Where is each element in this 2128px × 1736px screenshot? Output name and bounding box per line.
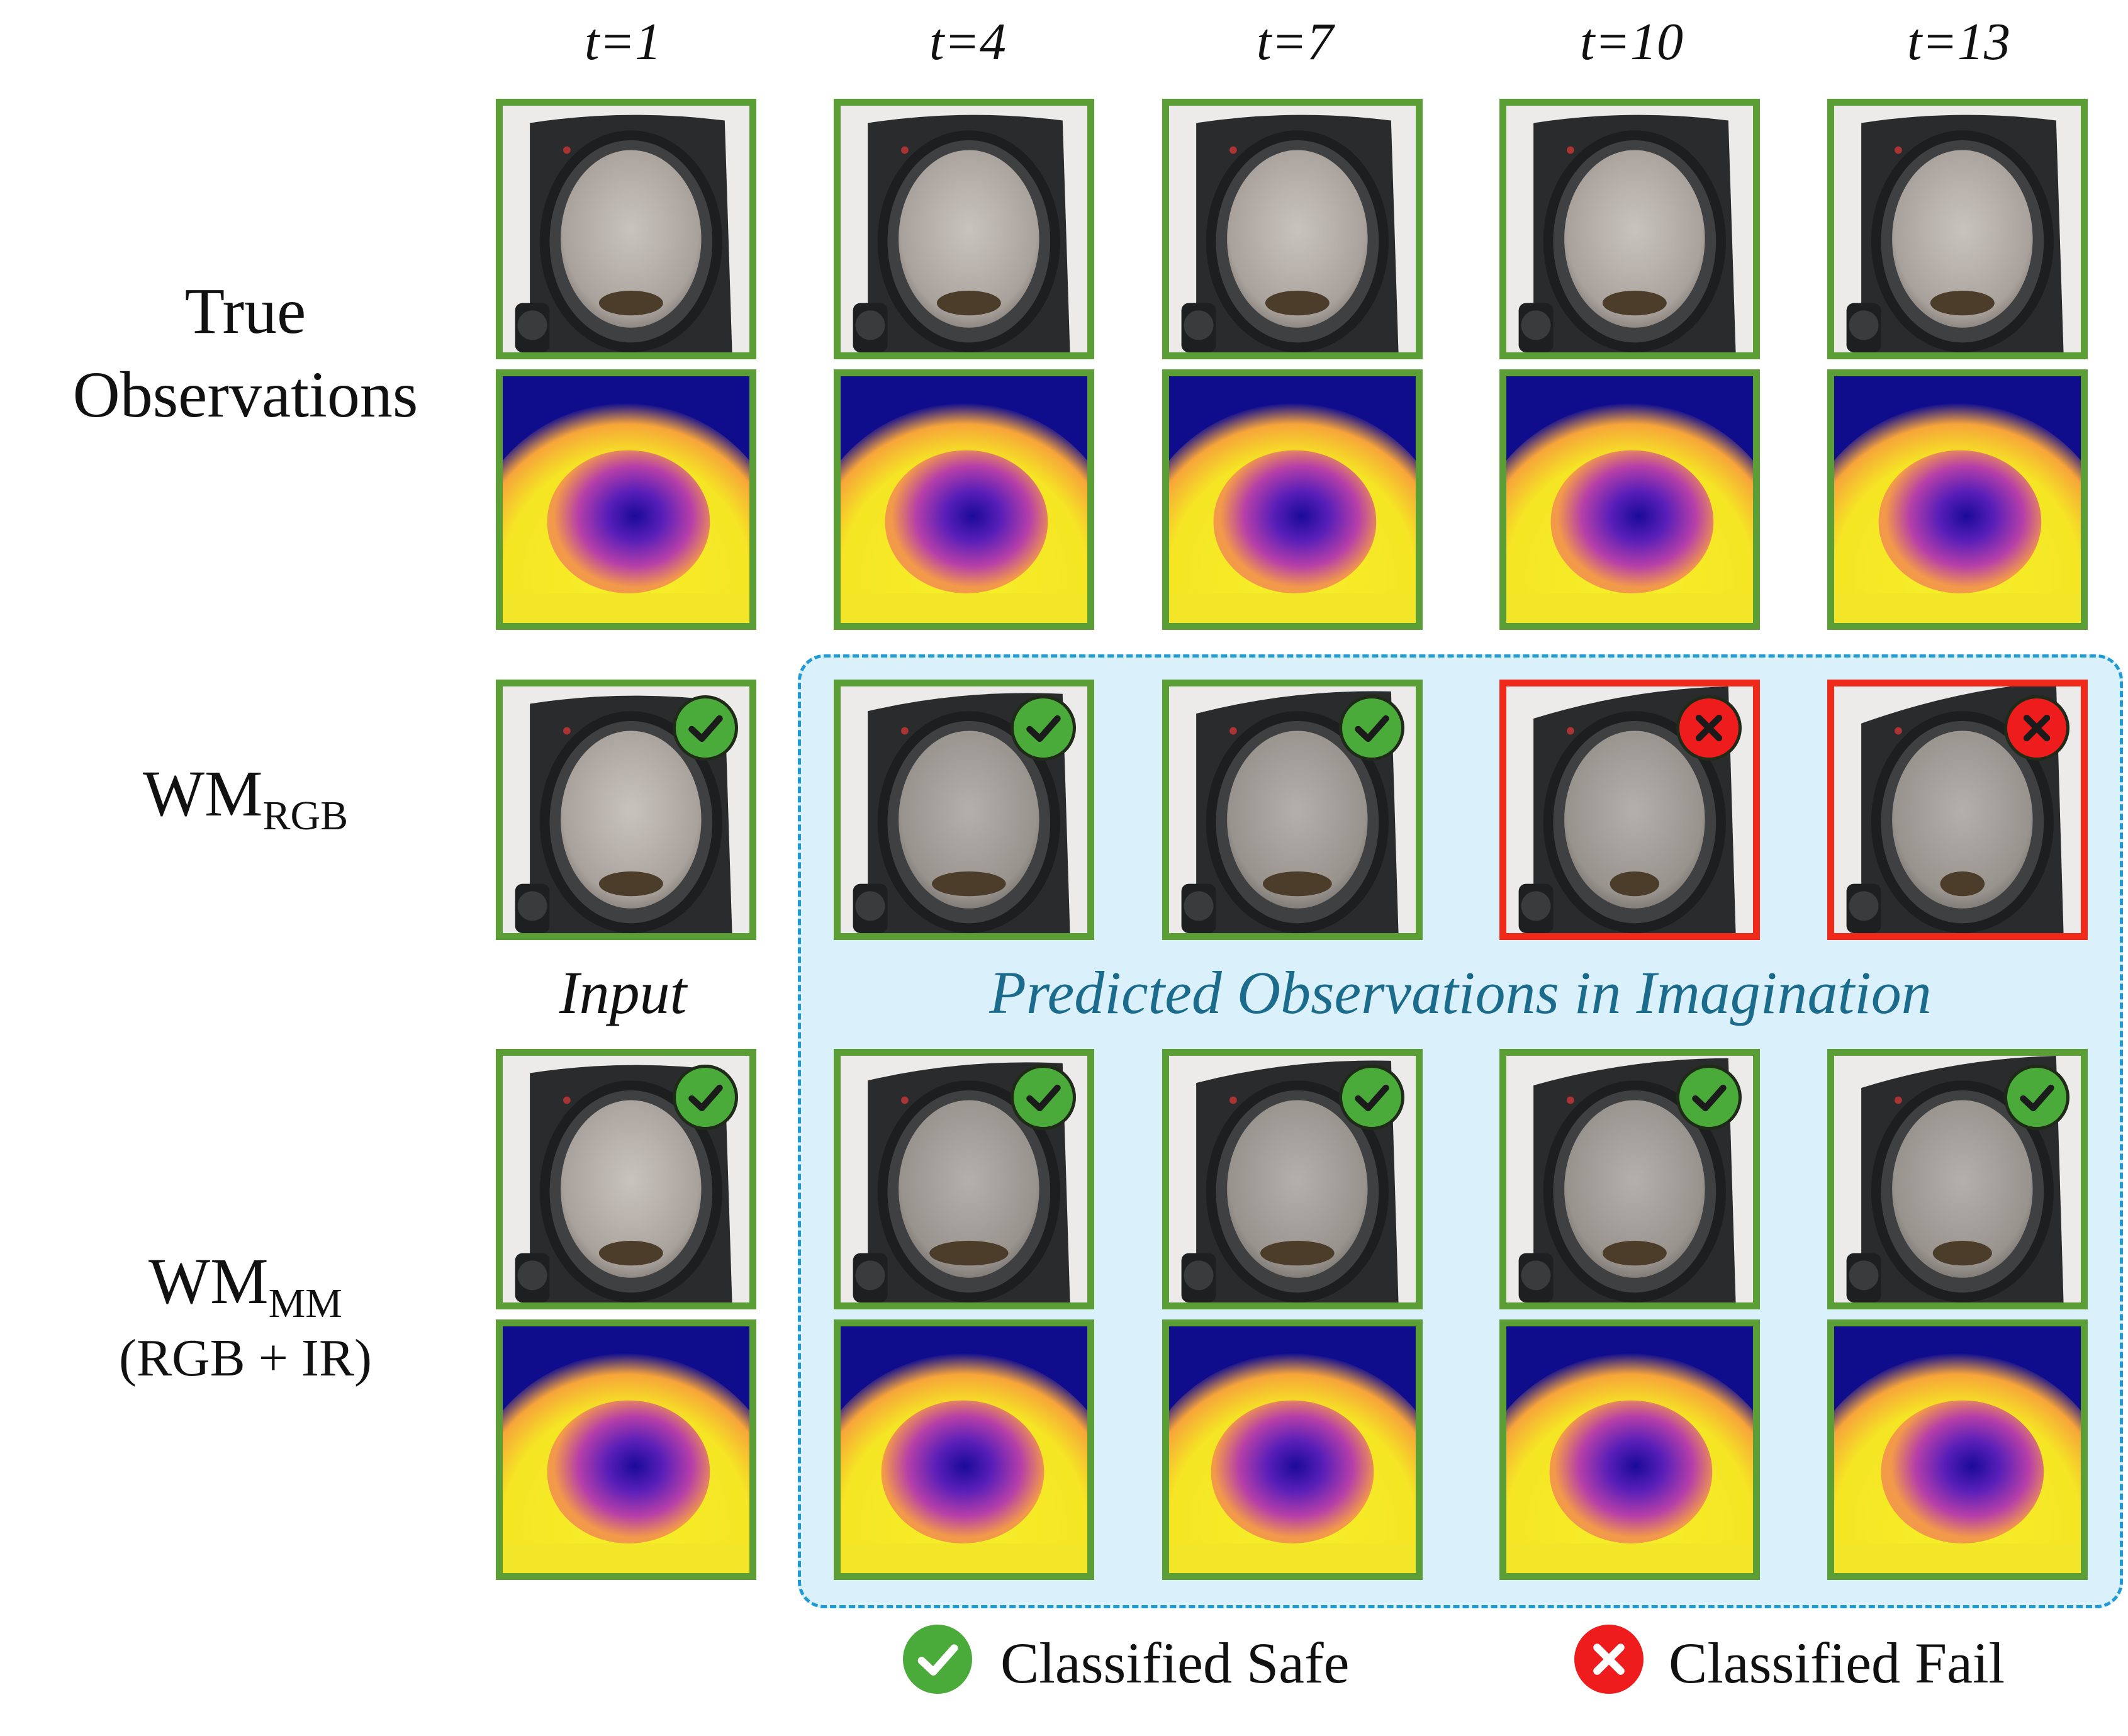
- wm-mm-rgb-tile: [1827, 1049, 2088, 1309]
- wm-rgb-tile: [496, 680, 756, 940]
- true-ir-tile: [1827, 369, 2088, 630]
- wm-mm-ir-tile: [1499, 1319, 1760, 1580]
- column-title-t13: t=13: [1907, 13, 2011, 71]
- true-rgb-tile: [1827, 99, 2088, 359]
- legend-fail-x-icon: [1574, 1625, 1644, 1694]
- legend-safe-label: Classified Safe: [1000, 1631, 1350, 1695]
- wm-mm-rgb-tile: [1162, 1049, 1423, 1309]
- safe-check-icon: [1011, 1065, 1076, 1130]
- column-title-t7: t=7: [1256, 13, 1334, 71]
- safe-check-icon: [2004, 1065, 2069, 1130]
- legend-safe-check-icon: [903, 1625, 972, 1694]
- true-ir-tile: [834, 369, 1094, 630]
- safe-check-icon: [673, 695, 738, 761]
- true-ir-tile: [496, 369, 756, 630]
- wm-rgb-tile: [1827, 680, 2088, 940]
- wm-mm-ir-tile: [1827, 1319, 2088, 1580]
- safe-check-icon: [1339, 695, 1404, 761]
- true-rgb-tile: [1499, 99, 1760, 359]
- safe-check-icon: [673, 1065, 738, 1130]
- column-title-t1: t=1: [584, 13, 662, 71]
- row-label-wm-rgb: WMRGB: [142, 758, 349, 839]
- wm-mm-rgb-tile: [1499, 1049, 1760, 1309]
- safe-check-icon: [1339, 1065, 1404, 1130]
- column-title-t10: t=10: [1579, 13, 1684, 71]
- true-rgb-tile: [496, 99, 756, 359]
- wm-rgb-tile: [834, 680, 1094, 940]
- column-title-t4: t=4: [929, 13, 1007, 71]
- wm-rgb-tile: [1162, 680, 1423, 940]
- wm-rgb-tile: [1499, 680, 1760, 940]
- wm-mm-rgb-tile: [834, 1049, 1094, 1309]
- true-ir-tile: [1499, 369, 1760, 630]
- row-label-true-observations: True Observations: [72, 275, 418, 432]
- wm-mm-ir-tile: [834, 1319, 1094, 1580]
- true-rgb-tile: [1162, 99, 1423, 359]
- true-ir-tile: [1162, 369, 1423, 630]
- legend-fail-label: Classified Fail: [1669, 1631, 2005, 1695]
- safe-check-icon: [1011, 695, 1076, 761]
- true-rgb-tile: [834, 99, 1094, 359]
- wm-mm-ir-tile: [1162, 1319, 1423, 1580]
- wm-mm-ir-tile: [496, 1319, 756, 1580]
- imagination-label: Predicted Observations in Imagination: [989, 959, 1932, 1026]
- row-label-wm-mm: WMMM (RGB + IR): [118, 1245, 372, 1388]
- fail-x-icon: [2004, 695, 2069, 761]
- safe-check-icon: [1676, 1065, 1742, 1130]
- wm-mm-rgb-tile: [496, 1049, 756, 1309]
- fail-x-icon: [1676, 695, 1742, 761]
- input-label: Input: [559, 959, 687, 1026]
